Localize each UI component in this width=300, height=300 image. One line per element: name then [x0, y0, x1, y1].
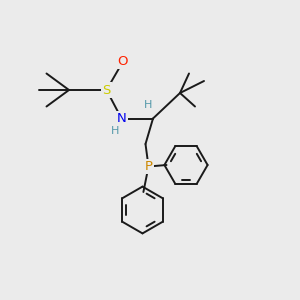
Text: H: H: [144, 100, 153, 110]
Text: O: O: [118, 55, 128, 68]
Text: S: S: [102, 83, 111, 97]
Text: H: H: [110, 126, 119, 136]
Text: N: N: [117, 112, 126, 125]
Text: P: P: [145, 160, 152, 173]
